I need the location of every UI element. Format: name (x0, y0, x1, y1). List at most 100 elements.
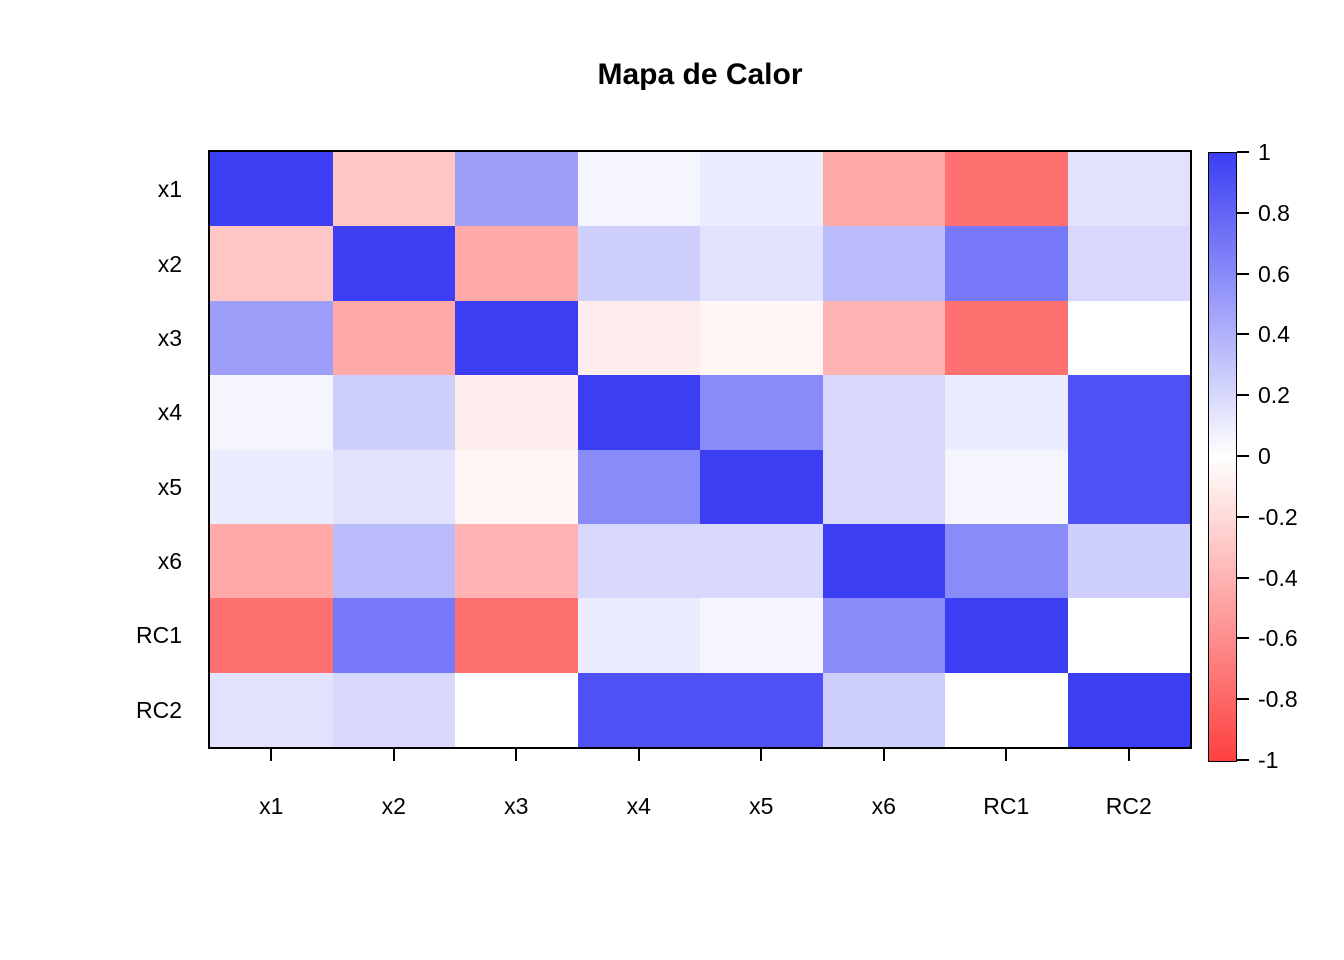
colorbar-tick (1237, 151, 1249, 153)
colorbar-tick-label: -0.2 (1258, 503, 1298, 530)
heatmap-cell (577, 523, 700, 599)
heatmap-cell (1067, 523, 1190, 599)
colorbar (1208, 152, 1237, 762)
heatmap-cell (700, 152, 823, 227)
row-label: RC1 (135, 622, 182, 649)
heatmap-cell (455, 523, 578, 599)
colorbar-tick (1237, 333, 1249, 336)
heatmap-cell (210, 598, 333, 673)
heatmap-cell (455, 152, 578, 227)
heatmap-cell (945, 152, 1068, 227)
heatmap-cell (577, 598, 700, 673)
heatmap-cell (577, 300, 700, 376)
colorbar-tick (1237, 576, 1249, 579)
col-axis-tick (1127, 749, 1130, 761)
heatmap-cell (210, 152, 333, 227)
colorbar-tick-label: -0.4 (1258, 564, 1298, 591)
heatmap-cell (1067, 598, 1190, 673)
heatmap-cell (700, 672, 823, 747)
col-label: x4 (626, 793, 651, 819)
heatmap-cell (210, 300, 333, 376)
colorbar-tick (1237, 455, 1249, 457)
heatmap-cell (210, 375, 333, 450)
heatmap-cell (1067, 449, 1190, 524)
col-label: x2 (381, 793, 406, 819)
heatmap-cell (822, 226, 945, 301)
heatmap-cell (822, 672, 945, 747)
heatmap-cell (1067, 300, 1190, 376)
heatmap-cell (455, 598, 578, 673)
heatmap-cell (945, 672, 1068, 747)
heatmap-cell (332, 375, 455, 450)
heatmap-grid (208, 150, 1192, 749)
row-label: x6 (157, 548, 182, 575)
heatmap-cell (210, 672, 333, 747)
plot-title: Mapa de Calor (597, 58, 803, 91)
heatmap-cell (455, 672, 578, 747)
col-label: RC2 (1105, 793, 1152, 819)
heatmap-cell (945, 300, 1068, 376)
col-axis-tick (515, 749, 518, 761)
row-label: x2 (157, 250, 182, 277)
heatmap-cell (700, 598, 823, 673)
heatmap-cell (332, 152, 455, 227)
heatmap-cell (822, 152, 945, 227)
heatmap-cell (577, 375, 700, 450)
colorbar-tick-label: 0.2 (1258, 382, 1290, 409)
col-label: x6 (871, 793, 896, 819)
heatmap-cell (700, 449, 823, 524)
heatmap-cell (945, 226, 1068, 301)
heatmap-cell (945, 375, 1068, 450)
colorbar-tick (1237, 394, 1249, 397)
col-label: x3 (504, 793, 529, 819)
colorbar-tick (1237, 211, 1249, 214)
heatmap-cell (1067, 152, 1190, 227)
heatmap-cell (577, 152, 700, 227)
heatmap-cell (332, 300, 455, 376)
heatmap-cell (822, 375, 945, 450)
heatmap-cell (332, 523, 455, 599)
heatmap-cell (210, 523, 333, 599)
row-label: x5 (157, 473, 182, 500)
row-label: x3 (157, 324, 182, 351)
colorbar-tick (1237, 272, 1249, 275)
colorbar-tick-label: 0.4 (1258, 321, 1290, 348)
col-label: RC1 (983, 793, 1030, 819)
heatmap-cell (332, 672, 455, 747)
col-axis-tick (637, 749, 640, 761)
heatmap-cell (700, 375, 823, 450)
heatmap-cell (332, 449, 455, 524)
colorbar-tick (1237, 759, 1249, 761)
heatmap-cell (210, 449, 333, 524)
col-axis-tick (392, 749, 395, 761)
heatmap-cell (455, 226, 578, 301)
heatmap-cell (455, 375, 578, 450)
heatmap-cell (700, 300, 823, 376)
colorbar-tick-label: 0.8 (1258, 199, 1290, 226)
heatmap-cell (577, 449, 700, 524)
heatmap-cell (577, 672, 700, 747)
heatmap-cell (945, 523, 1068, 599)
col-axis-tick (760, 749, 763, 761)
colorbar-tick-label: 0 (1258, 443, 1271, 469)
colorbar-tick (1237, 515, 1249, 518)
heatmap-cell (1067, 672, 1190, 747)
colorbar-tick-label: -1 (1258, 747, 1279, 773)
heatmap-cell (577, 226, 700, 301)
heatmap-cell (822, 449, 945, 524)
heatmap-cell (332, 598, 455, 673)
col-axis-tick (270, 749, 273, 761)
colorbar-tick-label: 1 (1258, 139, 1271, 165)
heatmap-cell (210, 226, 333, 301)
colorbar-tick-label: -0.6 (1258, 625, 1298, 652)
col-axis-tick (882, 749, 885, 761)
heatmap-cell (1067, 226, 1190, 301)
colorbar-tick (1237, 637, 1249, 640)
colorbar-tick (1237, 698, 1249, 701)
row-label: x1 (157, 176, 182, 203)
heatmap-cell (700, 226, 823, 301)
col-label: x1 (259, 793, 284, 819)
heatmap-cell (945, 598, 1068, 673)
heatmap-cell (455, 449, 578, 524)
